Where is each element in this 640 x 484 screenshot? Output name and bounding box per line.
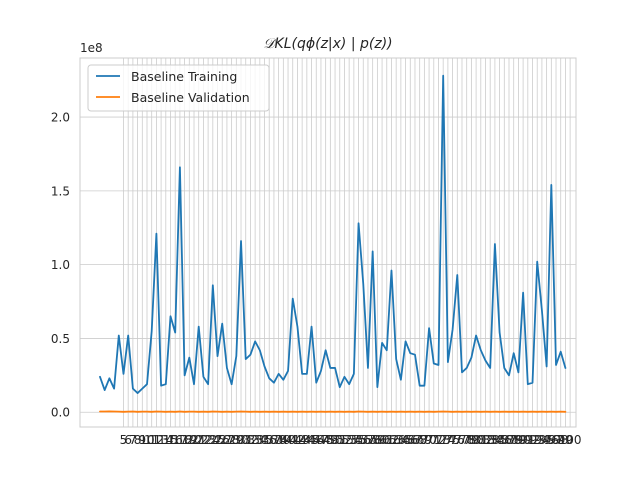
chart-title: 𝒟KL(qϕ(z|x) | p(z)) [263,36,392,52]
y-tick-label: 2.0 [51,111,70,125]
legend: Baseline Training Baseline Validation [88,65,269,111]
y-tick-label: 1.0 [51,258,70,272]
x-tick-labels: 5678910111213141516171819202122232425262… [120,433,582,447]
y-tick-label: 0.0 [51,406,70,420]
legend-label-validation: Baseline Validation [131,90,250,105]
y-tick-label: 0.5 [51,332,70,346]
y-tick-label: 1.5 [51,184,70,198]
y-scale-offset-label: 1e8 [80,41,103,55]
x-tick-label: 100 [559,433,582,447]
legend-label-training: Baseline Training [131,69,237,84]
plot-area [80,58,576,427]
